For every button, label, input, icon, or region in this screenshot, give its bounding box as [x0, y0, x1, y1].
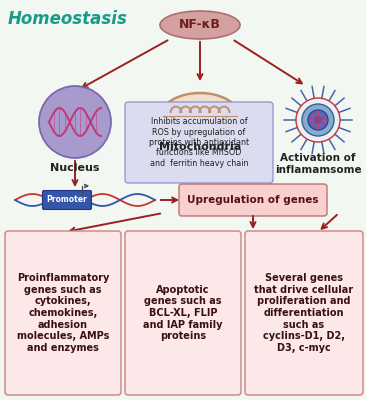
Text: Nucleus: Nucleus — [50, 163, 100, 173]
Circle shape — [302, 104, 334, 136]
Ellipse shape — [161, 93, 239, 139]
FancyBboxPatch shape — [5, 231, 121, 395]
FancyBboxPatch shape — [245, 231, 363, 395]
FancyBboxPatch shape — [179, 184, 327, 216]
Ellipse shape — [160, 11, 240, 39]
Text: Promoter: Promoter — [46, 196, 87, 204]
Text: Proinflammatory
genes such as
cytokines,
chemokines,
adhesion
molecules, AMPs
an: Proinflammatory genes such as cytokines,… — [17, 273, 109, 353]
Text: Inhibits accumulation of
ROS by upregulation of
proteins with antioxidant
functi: Inhibits accumulation of ROS by upregula… — [149, 117, 249, 168]
FancyBboxPatch shape — [125, 102, 273, 183]
Text: Mitochondria: Mitochondria — [159, 142, 241, 152]
Circle shape — [39, 86, 111, 158]
Text: Upregulation of genes: Upregulation of genes — [187, 195, 319, 205]
Text: Homeostasis: Homeostasis — [8, 10, 128, 28]
FancyBboxPatch shape — [125, 231, 241, 395]
Text: NF-κB: NF-κB — [179, 18, 221, 32]
Text: Apoptotic
genes such as
BCL-XL, FLIP
and IAP family
proteins: Apoptotic genes such as BCL-XL, FLIP and… — [143, 285, 223, 341]
Text: Several genes
that drive cellular
proliferation and
differentiation
such as
cycl: Several genes that drive cellular prolif… — [254, 273, 354, 353]
Circle shape — [314, 116, 322, 124]
Circle shape — [296, 98, 340, 142]
Circle shape — [308, 110, 328, 130]
FancyBboxPatch shape — [42, 190, 92, 210]
Text: Activation of
inflamamsome: Activation of inflamamsome — [275, 153, 361, 175]
